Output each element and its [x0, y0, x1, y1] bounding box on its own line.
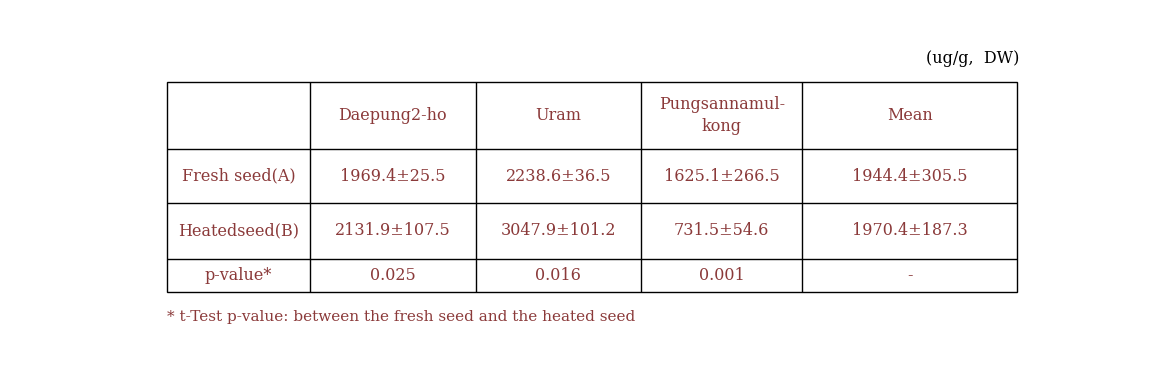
Text: 0.016: 0.016 — [536, 267, 581, 284]
Text: 1625.1±266.5: 1625.1±266.5 — [664, 168, 780, 185]
Bar — [166, 82, 1018, 292]
Text: (ug/g,  DW): (ug/g, DW) — [926, 50, 1020, 67]
Text: 0.025: 0.025 — [370, 267, 416, 284]
Text: Daepung2-ho: Daepung2-ho — [338, 107, 447, 124]
Text: Fresh seed(A): Fresh seed(A) — [181, 168, 296, 185]
Text: -: - — [907, 267, 912, 284]
Text: 0.001: 0.001 — [699, 267, 745, 284]
Text: Mean: Mean — [887, 107, 932, 124]
Text: 2131.9±107.5: 2131.9±107.5 — [335, 222, 450, 239]
Text: Uram: Uram — [536, 107, 581, 124]
Text: Pungsannamul-
kong: Pungsannamul- kong — [658, 96, 784, 135]
Text: 3047.9±101.2: 3047.9±101.2 — [500, 222, 616, 239]
Text: 1944.4±305.5: 1944.4±305.5 — [852, 168, 968, 185]
Text: 1969.4±25.5: 1969.4±25.5 — [340, 168, 446, 185]
Text: * t-Test p-value: between the fresh seed and the heated seed: * t-Test p-value: between the fresh seed… — [166, 310, 635, 324]
Text: 731.5±54.6: 731.5±54.6 — [675, 222, 769, 239]
Text: 2238.6±36.5: 2238.6±36.5 — [506, 168, 611, 185]
Text: Heatedseed(B): Heatedseed(B) — [178, 222, 299, 239]
Text: p-value*: p-value* — [204, 267, 273, 284]
Text: 1970.4±187.3: 1970.4±187.3 — [852, 222, 968, 239]
